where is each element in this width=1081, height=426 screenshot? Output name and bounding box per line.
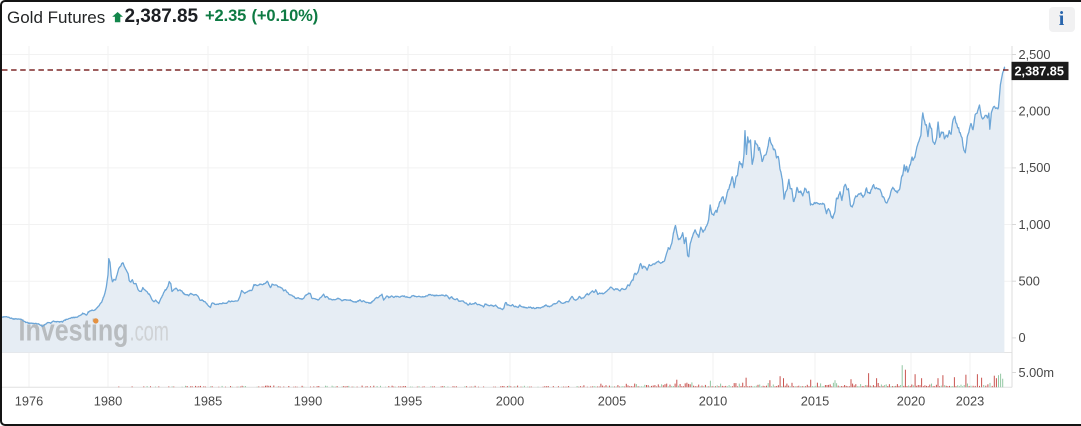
svg-text:500: 500 <box>1019 274 1040 289</box>
svg-text:2,500: 2,500 <box>1019 47 1051 62</box>
svg-text:1995: 1995 <box>394 394 422 409</box>
svg-text:2015: 2015 <box>801 394 829 409</box>
svg-text:1980: 1980 <box>94 394 122 409</box>
svg-text:2000: 2000 <box>496 394 524 409</box>
svg-text:1990: 1990 <box>294 394 322 409</box>
svg-text:1976: 1976 <box>15 394 43 409</box>
svg-text:2005: 2005 <box>598 394 626 409</box>
svg-text:2,387.85: 2,387.85 <box>1015 65 1064 79</box>
svg-text:1985: 1985 <box>194 394 222 409</box>
svg-text:1,500: 1,500 <box>1019 160 1051 175</box>
svg-text:Investing: Investing <box>19 313 129 348</box>
svg-text:0: 0 <box>1019 330 1026 345</box>
svg-text:2,000: 2,000 <box>1019 104 1051 119</box>
svg-text:5.00m: 5.00m <box>1019 365 1055 380</box>
svg-text:1,000: 1,000 <box>1019 217 1051 232</box>
svg-text:2023: 2023 <box>956 394 984 409</box>
svg-text:2010: 2010 <box>699 394 727 409</box>
svg-text:.com: .com <box>130 316 170 347</box>
svg-text:2020: 2020 <box>897 394 925 409</box>
